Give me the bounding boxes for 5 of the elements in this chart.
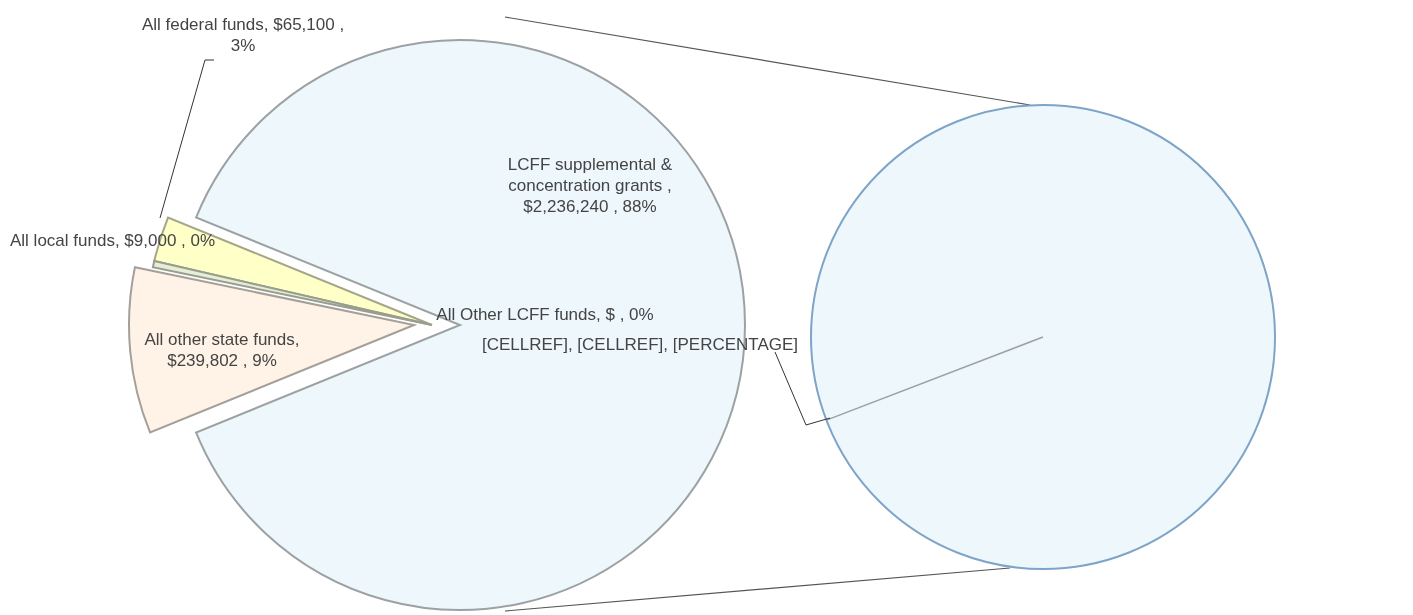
slice-label: LCFF supplemental & concentration grants , $2,236,240 , 88%	[507, 155, 673, 216]
slice-label: All other state funds, $239,802 , 9%	[144, 330, 300, 370]
slice-label: All federal funds, $65,100 , 3%	[141, 15, 345, 55]
category-label: All Other LCFF funds, $ , 0%	[436, 305, 654, 324]
text: [CELLREF], [CELLREF], [PERCENTAGE]	[481, 335, 799, 354]
